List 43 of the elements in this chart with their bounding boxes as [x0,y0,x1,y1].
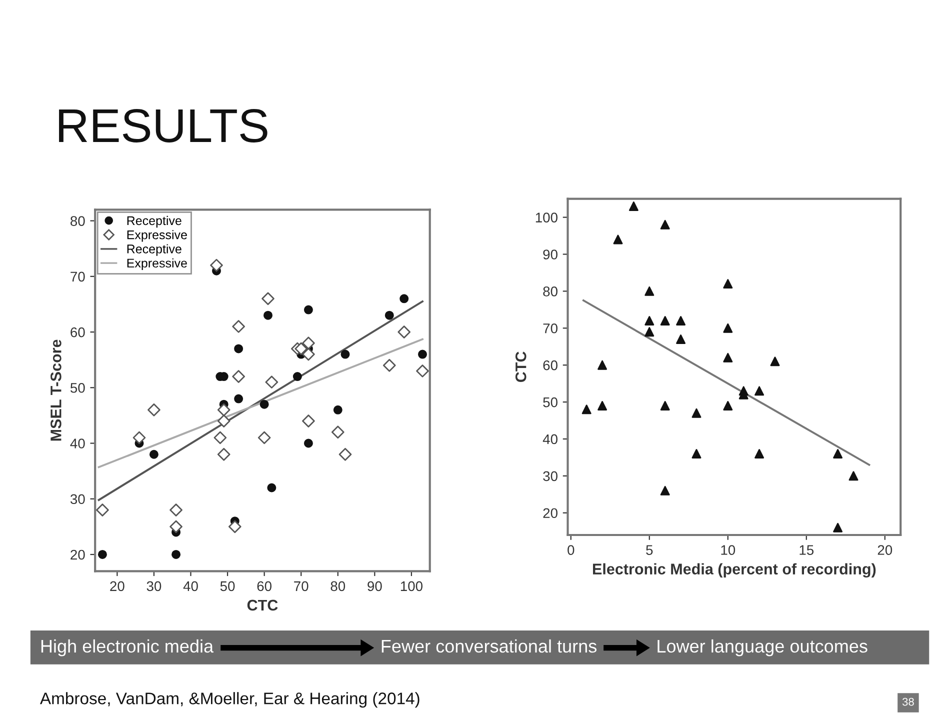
y-tick-label: 80 [543,286,558,296]
x-tick-label: 30 [146,581,162,592]
x-tick-label: 15 [800,545,814,555]
x-tick-label: 100 [400,581,423,592]
legend-label: Expressive [127,230,187,242]
y-tick-label: 100 [536,212,558,222]
chart-title: RESULTS [59,109,268,142]
x-axis-title: CTC [247,600,278,611]
x-tick-label: 20 [110,581,124,592]
y-tick-label: 30 [543,471,558,482]
x-tick-label: 60 [257,581,272,592]
x-tick-label: 70 [294,581,308,592]
x-tick-label: 50 [220,581,235,592]
x-tick-label: 40 [183,581,198,592]
y-tick-label: 90 [543,250,558,260]
y-tick-label: 40 [70,438,85,448]
y-tick-label: 60 [70,327,85,338]
y-tick-label: 50 [543,397,558,408]
text: High electronic media [41,639,214,656]
y-tick-label: 80 [70,216,85,226]
y-tick-label: 30 [70,494,85,504]
x-tick-label: 5 [646,545,653,555]
text: Ambrose, VanDam, &Moeller, Ear & Hearing (2014) [40,692,420,708]
legend-label: Receptive [127,244,182,256]
text: Fewer conversational turns [382,639,597,653]
x-tick-label: 0 [568,545,574,555]
legend-label: Receptive [127,216,182,228]
y-axis-title: CTC [515,352,526,382]
y-tick-label: 50 [70,382,85,393]
y-axis-title: MSEL T-Score [50,340,62,441]
x-tick-label: 80 [330,581,346,592]
x-axis-title: Electronic Media (percent of recording) [593,563,876,578]
x-tick-label: 90 [368,581,382,592]
legend-label: Expressive [127,258,187,270]
y-tick-label: 60 [543,360,558,370]
y-tick-label: 70 [543,323,558,334]
y-tick-label: 40 [542,434,558,444]
text: 38 [902,698,914,706]
x-tick-label: 20 [878,545,892,555]
y-tick-label: 20 [543,508,558,518]
y-tick-label: 70 [70,272,85,282]
x-tick-label: 10 [721,545,736,555]
text: Lower language outcomes [658,639,868,656]
